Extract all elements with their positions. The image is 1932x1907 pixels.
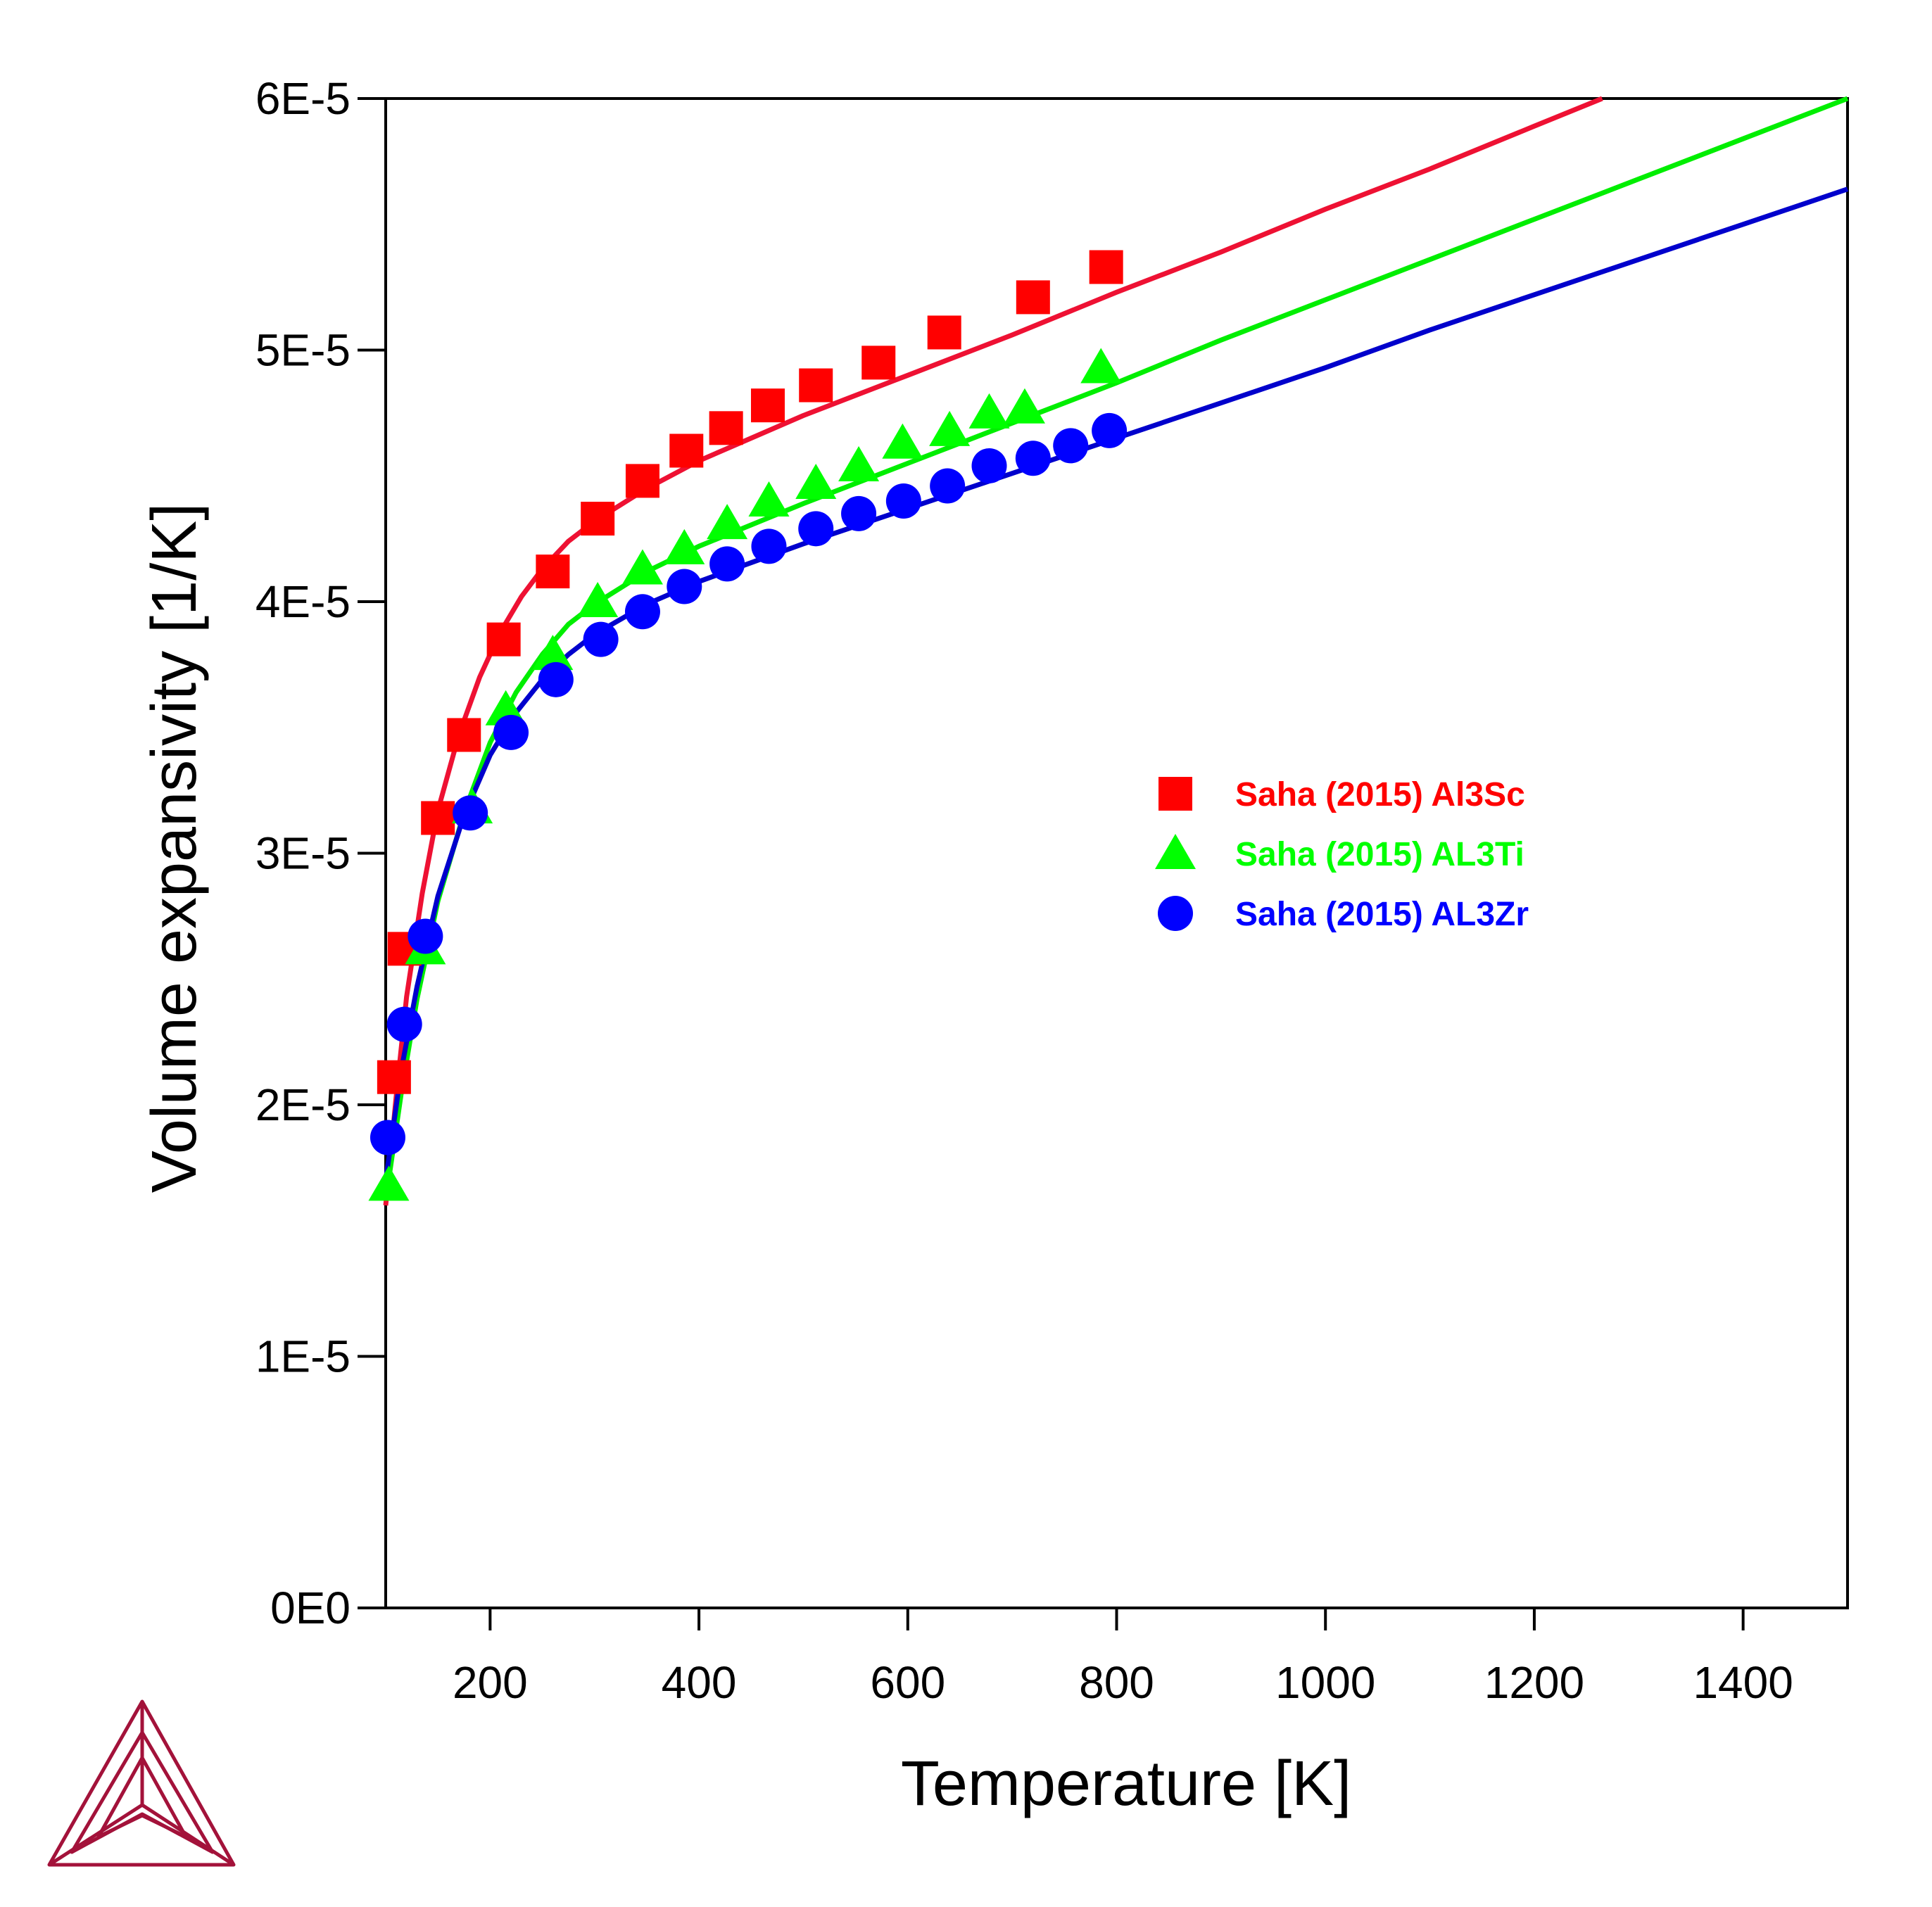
data-point-series-0 bbox=[1016, 280, 1050, 315]
data-point-series-2 bbox=[930, 468, 966, 504]
data-point-series-0 bbox=[625, 464, 659, 498]
data-point-series-0 bbox=[486, 622, 521, 657]
data-point-series-1 bbox=[621, 549, 663, 585]
data-point-series-1 bbox=[838, 445, 880, 481]
legend-label-1: Saha (2015) AL3Ti bbox=[1235, 836, 1524, 873]
series-markers bbox=[368, 250, 1128, 1201]
data-point-series-0 bbox=[669, 433, 704, 468]
data-point-series-0 bbox=[709, 411, 743, 445]
triangle-logo bbox=[47, 1699, 236, 1867]
data-point-series-2 bbox=[453, 795, 488, 831]
y-tick-label: 5E-5 bbox=[255, 325, 351, 376]
data-point-series-2 bbox=[538, 661, 574, 697]
x-tick-label: 600 bbox=[870, 1657, 945, 1708]
data-point-series-2 bbox=[1053, 428, 1089, 464]
data-point-series-1 bbox=[1004, 388, 1045, 424]
data-point-series-0 bbox=[1089, 250, 1123, 284]
data-point-series-2 bbox=[1092, 412, 1128, 448]
axes: 200 400 600 800 1000 1200 1400 0E0 1E-5 2E-5 3E-5 4… bbox=[255, 73, 1849, 1708]
data-point-series-0 bbox=[421, 801, 455, 835]
data-point-series-2 bbox=[667, 569, 702, 604]
y-tick-label: 0E0 bbox=[270, 1583, 351, 1633]
x-tick-label: 1200 bbox=[1484, 1657, 1584, 1708]
data-point-series-0 bbox=[927, 315, 961, 350]
data-point-series-2 bbox=[971, 448, 1007, 483]
x-tick-label: 400 bbox=[662, 1657, 737, 1708]
data-point-series-2 bbox=[798, 511, 834, 547]
y-axis-title: Volume expansivity [1/K] bbox=[139, 503, 210, 1193]
series-line-2 bbox=[383, 186, 1849, 1181]
data-point-series-1 bbox=[577, 582, 619, 617]
data-point-series-2 bbox=[885, 483, 921, 519]
data-point-series-2 bbox=[751, 528, 787, 564]
y-tick-label: 2E-5 bbox=[255, 1079, 351, 1130]
x-tick-label: 800 bbox=[1079, 1657, 1154, 1708]
legend: Saha (2015) Al3Sc Saha (2015) AL3Ti Saha (… bbox=[1155, 776, 1529, 933]
data-point-series-2 bbox=[386, 1006, 422, 1042]
y-tick-label: 3E-5 bbox=[255, 828, 351, 879]
data-point-series-1 bbox=[929, 410, 971, 446]
x-tick-label: 200 bbox=[453, 1657, 528, 1708]
data-point-series-2 bbox=[1015, 441, 1051, 476]
data-point-series-1 bbox=[368, 1165, 410, 1201]
y-tick-label: 1E-5 bbox=[255, 1331, 351, 1382]
legend-label-0: Saha (2015) Al3Sc bbox=[1235, 776, 1525, 813]
y-tick-label: 4E-5 bbox=[255, 576, 351, 627]
plot-frame bbox=[384, 97, 1849, 1609]
data-point-series-1 bbox=[968, 393, 1010, 429]
data-point-series-2 bbox=[493, 714, 529, 750]
data-point-series-0 bbox=[377, 1060, 411, 1094]
legend-marker-1 bbox=[1155, 834, 1196, 869]
data-point-series-2 bbox=[624, 594, 660, 630]
data-point-series-2 bbox=[841, 495, 877, 531]
data-point-series-2 bbox=[583, 621, 619, 657]
data-point-series-0 bbox=[581, 502, 615, 536]
legend-marker-0 bbox=[1158, 777, 1192, 811]
data-point-series-1 bbox=[795, 463, 837, 499]
x-tick-label: 1000 bbox=[1275, 1657, 1375, 1708]
x-axis-title: Temperature [K] bbox=[901, 1749, 1351, 1819]
data-point-series-2 bbox=[408, 918, 443, 954]
data-point-series-0 bbox=[750, 388, 785, 423]
y-tick-label: 6E-5 bbox=[255, 73, 351, 124]
data-point-series-0 bbox=[536, 555, 570, 589]
data-point-series-0 bbox=[861, 346, 896, 380]
legend-label-2: Saha (2015) AL3Zr bbox=[1235, 896, 1529, 933]
data-point-series-1 bbox=[882, 423, 923, 459]
data-point-series-1 bbox=[707, 504, 748, 540]
data-point-series-1 bbox=[1080, 348, 1122, 384]
data-point-series-2 bbox=[370, 1120, 405, 1155]
data-point-series-1 bbox=[664, 528, 705, 564]
data-point-series-1 bbox=[532, 635, 574, 671]
data-point-series-1 bbox=[748, 481, 790, 517]
legend-marker-2 bbox=[1158, 896, 1193, 931]
x-tick-label: 1400 bbox=[1693, 1657, 1793, 1708]
data-point-series-0 bbox=[447, 718, 481, 752]
data-point-series-0 bbox=[799, 368, 833, 403]
data-point-series-2 bbox=[709, 546, 745, 582]
